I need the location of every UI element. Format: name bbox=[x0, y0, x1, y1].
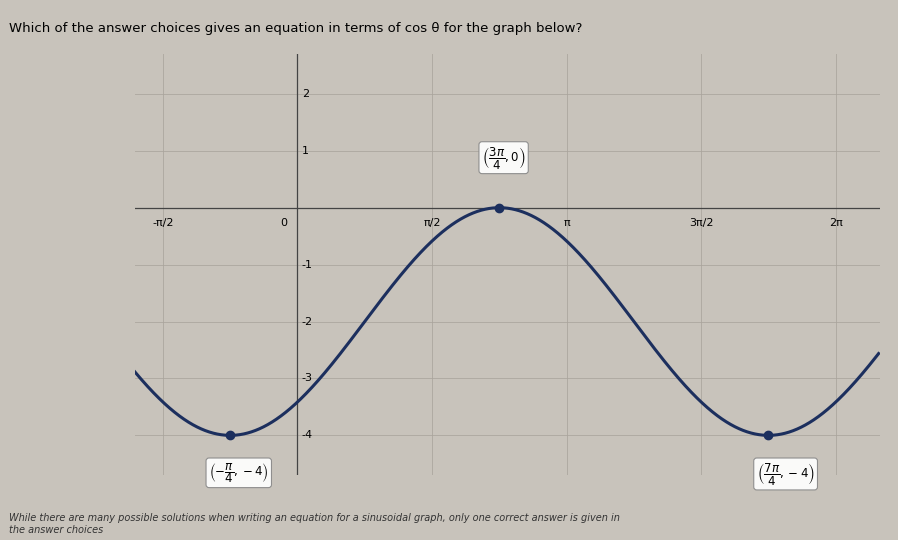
Text: Which of the answer choices gives an equation in terms of cos θ for the graph be: Which of the answer choices gives an equ… bbox=[9, 22, 583, 35]
Text: $\left(-\dfrac{\pi}{4},-4\right)$: $\left(-\dfrac{\pi}{4},-4\right)$ bbox=[209, 461, 269, 485]
Text: -π/2: -π/2 bbox=[152, 218, 173, 228]
Text: π: π bbox=[563, 218, 570, 228]
Text: 3π/2: 3π/2 bbox=[689, 218, 713, 228]
Text: 2π: 2π bbox=[829, 218, 842, 228]
Text: 1: 1 bbox=[302, 146, 309, 156]
Text: 2: 2 bbox=[302, 89, 309, 99]
Text: -3: -3 bbox=[302, 374, 313, 383]
Text: $\left(\dfrac{3\pi}{4},0\right)$: $\left(\dfrac{3\pi}{4},0\right)$ bbox=[482, 145, 525, 171]
Text: While there are many possible solutions when writing an equation for a sinusoida: While there are many possible solutions … bbox=[9, 513, 620, 535]
Text: -4: -4 bbox=[302, 430, 313, 440]
Text: -2: -2 bbox=[302, 316, 313, 327]
Text: π/2: π/2 bbox=[423, 218, 441, 228]
Text: 0: 0 bbox=[280, 218, 287, 228]
Text: -1: -1 bbox=[302, 260, 313, 269]
Text: $\left(\dfrac{7\pi}{4},-4\right)$: $\left(\dfrac{7\pi}{4},-4\right)$ bbox=[757, 461, 814, 487]
